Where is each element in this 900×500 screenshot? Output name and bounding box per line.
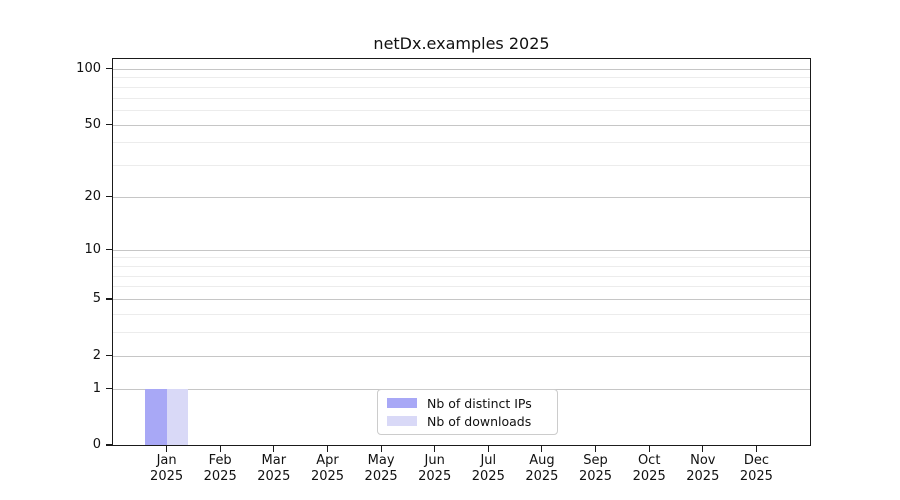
y-gridline-minor: [113, 142, 810, 144]
x-tick-year: 2025: [310, 468, 345, 484]
x-tick: [648, 446, 650, 452]
y-tick: [106, 387, 112, 390]
y-gridline-minor: [113, 165, 810, 167]
x-tick-label: Sep 2025: [564, 453, 628, 484]
x-tick-month: Sep: [583, 453, 608, 468]
y-gridline-major: [113, 299, 810, 300]
x-tick-year: 2025: [257, 468, 291, 484]
y-gridline-minor: [113, 265, 810, 267]
x-tick-year: 2025: [471, 468, 505, 484]
legend: Nb of distinct IPs Nb of downloads: [377, 389, 558, 435]
x-tick: [219, 446, 221, 452]
y-tick: [106, 354, 112, 357]
y-tick-label: 50: [84, 116, 101, 132]
legend-swatch-distinct-ips: [387, 397, 417, 409]
y-gridline-minor: [113, 313, 810, 315]
x-tick-month: Jan: [156, 453, 177, 468]
y-gridline-minor: [113, 257, 810, 259]
y-tick-label: 1: [92, 380, 101, 396]
x-tick-month: May: [367, 453, 395, 468]
x-tick-month: Apr: [316, 453, 339, 468]
y-tick: [106, 124, 112, 126]
x-tick: [326, 446, 329, 452]
y-tick-label: 5: [92, 291, 101, 306]
y-gridline-minor: [113, 286, 810, 288]
y-gridline-major: [113, 249, 810, 251]
y-tick: [106, 196, 112, 198]
x-tick: [434, 446, 436, 452]
x-tick-label: Jan 2025: [135, 453, 199, 484]
y-gridline-minor: [113, 332, 810, 333]
x-tick-year: 2025: [632, 468, 666, 484]
y-tick: [106, 68, 112, 70]
y-gridline-minor: [113, 77, 810, 79]
x-tick-year: 2025: [150, 468, 184, 484]
x-tick-year: 2025: [418, 468, 452, 484]
x-tick: [541, 446, 543, 452]
x-tick: [380, 446, 382, 452]
x-tick-label: Mar 2025: [242, 453, 306, 484]
legend-label-distinct-ips: Nb of distinct IPs: [427, 395, 532, 411]
y-tick: [106, 444, 112, 446]
x-tick-label: Dec 2025: [724, 453, 788, 484]
y-tick-label: 0: [92, 437, 101, 452]
x-tick-label: Oct 2025: [617, 453, 681, 484]
x-tick-label: May 2025: [349, 453, 413, 484]
y-tick-label: 100: [76, 60, 101, 76]
legend-item-downloads: Nb of downloads: [387, 412, 549, 430]
x-tick-month: Oct: [637, 453, 661, 468]
y-tick-label: 10: [84, 241, 101, 257]
x-tick-label: Jul 2025: [456, 453, 520, 484]
x-tick-year: 2025: [203, 468, 237, 484]
x-tick-year: 2025: [364, 468, 398, 484]
y-gridline-major: [113, 355, 810, 357]
y-gridline-minor: [113, 275, 810, 277]
y-gridline-major: [113, 124, 810, 126]
x-tick: [702, 446, 704, 452]
x-tick-month: Feb: [208, 453, 232, 468]
y-gridline-major: [113, 196, 810, 198]
y-tick: [106, 249, 112, 251]
x-tick-year: 2025: [739, 468, 773, 484]
x-tick-label: Nov 2025: [671, 453, 735, 484]
x-tick-year: 2025: [525, 468, 559, 484]
x-tick-month: Jul: [480, 453, 497, 468]
y-tick-label: 2: [92, 347, 101, 363]
legend-item-distinct-ips: Nb of distinct IPs: [387, 394, 549, 412]
bar-downloads: [166, 388, 188, 445]
legend-label-downloads: Nb of downloads: [427, 413, 532, 429]
y-tick: [106, 298, 112, 300]
x-tick-year: 2025: [578, 468, 613, 484]
x-tick-month: Aug: [529, 453, 555, 468]
x-tick: [755, 446, 757, 452]
y-gridline-major: [113, 68, 810, 70]
x-tick: [166, 446, 168, 452]
y-tick-label: 20: [84, 188, 101, 204]
x-tick-label: Feb 2025: [188, 453, 252, 484]
x-tick: [594, 446, 597, 452]
x-tick-label: Jun 2025: [403, 453, 467, 484]
bar-distinct-ips: [145, 388, 167, 445]
x-tick-year: 2025: [686, 468, 720, 484]
plot-area: Nb of distinct IPs Nb of downloads 0 1 2 5 1…: [76, 58, 811, 484]
legend-swatch-downloads: [387, 415, 417, 427]
x-tick-month: Jun: [424, 453, 445, 468]
x-tick-month: Nov: [690, 453, 716, 468]
x-tick-month: Dec: [743, 453, 769, 468]
y-gridline-minor: [113, 110, 810, 111]
x-tick-label: Aug 2025: [510, 453, 574, 484]
x-tick: [487, 446, 489, 452]
x-tick: [273, 446, 275, 452]
x-tick-month: Mar: [261, 453, 287, 468]
x-tick-label: Apr 2025: [296, 453, 360, 484]
y-gridline-minor: [113, 86, 810, 88]
chart-title: netDx.examples 2025: [373, 34, 550, 53]
y-gridline-minor: [113, 97, 810, 99]
